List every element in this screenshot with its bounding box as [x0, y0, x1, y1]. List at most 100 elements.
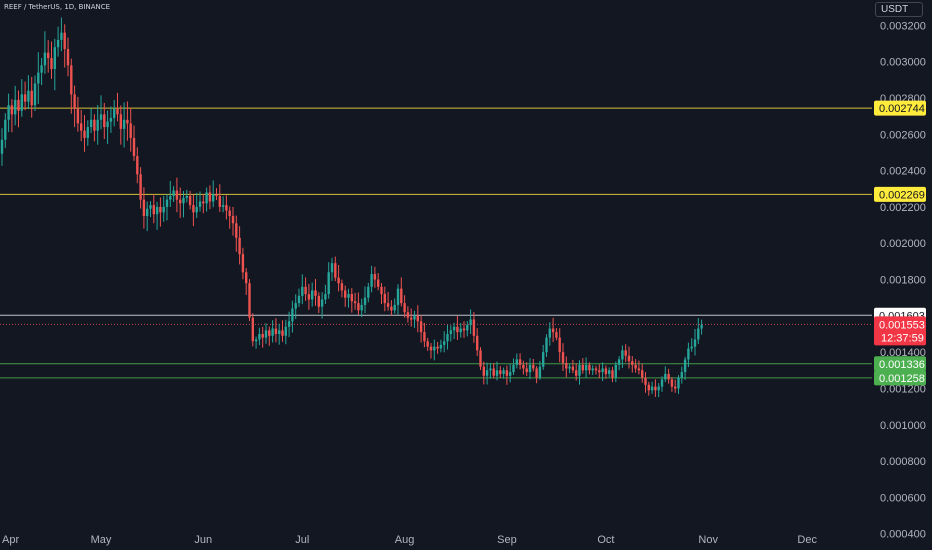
x-tick-label: Sep [497, 534, 517, 546]
candle-body [304, 286, 307, 295]
candle-body [476, 335, 479, 351]
candle-body [512, 364, 515, 373]
candle-body [14, 99, 17, 115]
candle-body [198, 201, 202, 207]
current-price-label: 0.001553 [879, 319, 925, 331]
candle-body [179, 199, 182, 204]
candle-body [555, 332, 558, 338]
candle-body [406, 312, 410, 318]
candle-body [294, 303, 297, 309]
candle-body [687, 348, 690, 360]
candle-body [443, 341, 446, 345]
chart-title: REEF / TetherUS, 1D, BINANCE [4, 3, 111, 11]
price-tags: 0.0027440.0022690.0016030.0013360.001258… [874, 100, 926, 386]
candle-body [558, 337, 561, 353]
candle-body [215, 194, 218, 197]
candle-body [390, 306, 393, 311]
candle-body [697, 328, 700, 340]
x-tick-label: Jun [194, 534, 212, 546]
candle-body [680, 372, 683, 378]
candle-body [367, 286, 370, 298]
candle-body [393, 304, 396, 311]
candle-body [195, 206, 198, 213]
candle-body [258, 333, 261, 340]
candle-body [377, 279, 380, 287]
candle-body [80, 123, 83, 131]
x-tick-label: Jul [295, 534, 309, 546]
y-tick-label: 0.002200 [880, 202, 926, 214]
candle-body [683, 359, 687, 373]
price-tag [874, 356, 926, 372]
currency-selector[interactable]: USDT [875, 2, 923, 17]
candle-body [452, 326, 456, 331]
candle-body [152, 205, 155, 215]
candle-body [20, 94, 23, 111]
candle-body [340, 283, 344, 291]
candle-body [159, 206, 162, 213]
countdown-label: 12:37:59 [881, 332, 924, 344]
candle-body [7, 105, 10, 120]
candle-body [50, 58, 53, 69]
candle-body [561, 352, 565, 364]
candle-body [30, 90, 33, 106]
candle-body [350, 294, 353, 302]
candle-body [621, 350, 624, 360]
x-tick-label: Dec [797, 534, 817, 546]
candle-body [542, 352, 545, 367]
candle-body [353, 301, 357, 304]
candle-body [575, 370, 578, 376]
candle-body [129, 123, 132, 138]
candle-body [155, 206, 159, 215]
candle-body [208, 192, 212, 202]
candle-body [284, 326, 287, 336]
candle-body [188, 196, 192, 206]
price-tag-label: 0.002744 [879, 103, 925, 115]
candle-body [419, 321, 423, 333]
candle-body [601, 368, 604, 373]
x-tick-label: May [91, 534, 112, 546]
candle-body [657, 386, 660, 391]
candle-body [631, 361, 634, 365]
x-tick-label: Aug [395, 534, 415, 546]
candle-body [479, 350, 482, 367]
candle-body [324, 294, 327, 300]
candle-body [185, 196, 188, 198]
candle-body [76, 108, 80, 124]
candle-body [525, 368, 528, 373]
candle-body [241, 254, 245, 273]
candle-body [551, 328, 555, 333]
candle-body [66, 49, 70, 66]
candle-body [136, 156, 139, 175]
candle-body [664, 373, 667, 380]
candle-body [126, 119, 129, 124]
price-tag-label: 0.001258 [879, 373, 925, 385]
candle-body [334, 263, 337, 278]
candle-body [446, 333, 449, 342]
y-tick-label: 0.000400 [880, 529, 926, 541]
y-tick-label: 0.003200 [880, 20, 926, 32]
candle-body [132, 137, 136, 157]
y-axis: 0.000400 0.000600 0.000800 0.001000 0.001200… [880, 20, 926, 540]
candle-body [23, 94, 27, 102]
candle-body [60, 32, 63, 40]
candle-body [278, 330, 281, 334]
candle-body [363, 297, 367, 305]
candle-body [410, 317, 413, 320]
x-tick-label: Oct [597, 534, 614, 546]
candle-body [4, 119, 7, 140]
candle-body [10, 105, 14, 115]
candle-body [644, 377, 647, 385]
candle-body [614, 364, 617, 378]
candle-body [297, 295, 301, 304]
candle-body [650, 386, 654, 391]
y-tick-label: 0.001000 [880, 420, 926, 432]
candle-body [99, 114, 103, 120]
candle-body [254, 339, 258, 342]
candle-body [518, 359, 522, 365]
candle-body [337, 277, 340, 284]
candle-body [637, 368, 641, 371]
candle-body [175, 190, 179, 200]
candle-body [495, 370, 499, 376]
candle-body [624, 350, 627, 356]
